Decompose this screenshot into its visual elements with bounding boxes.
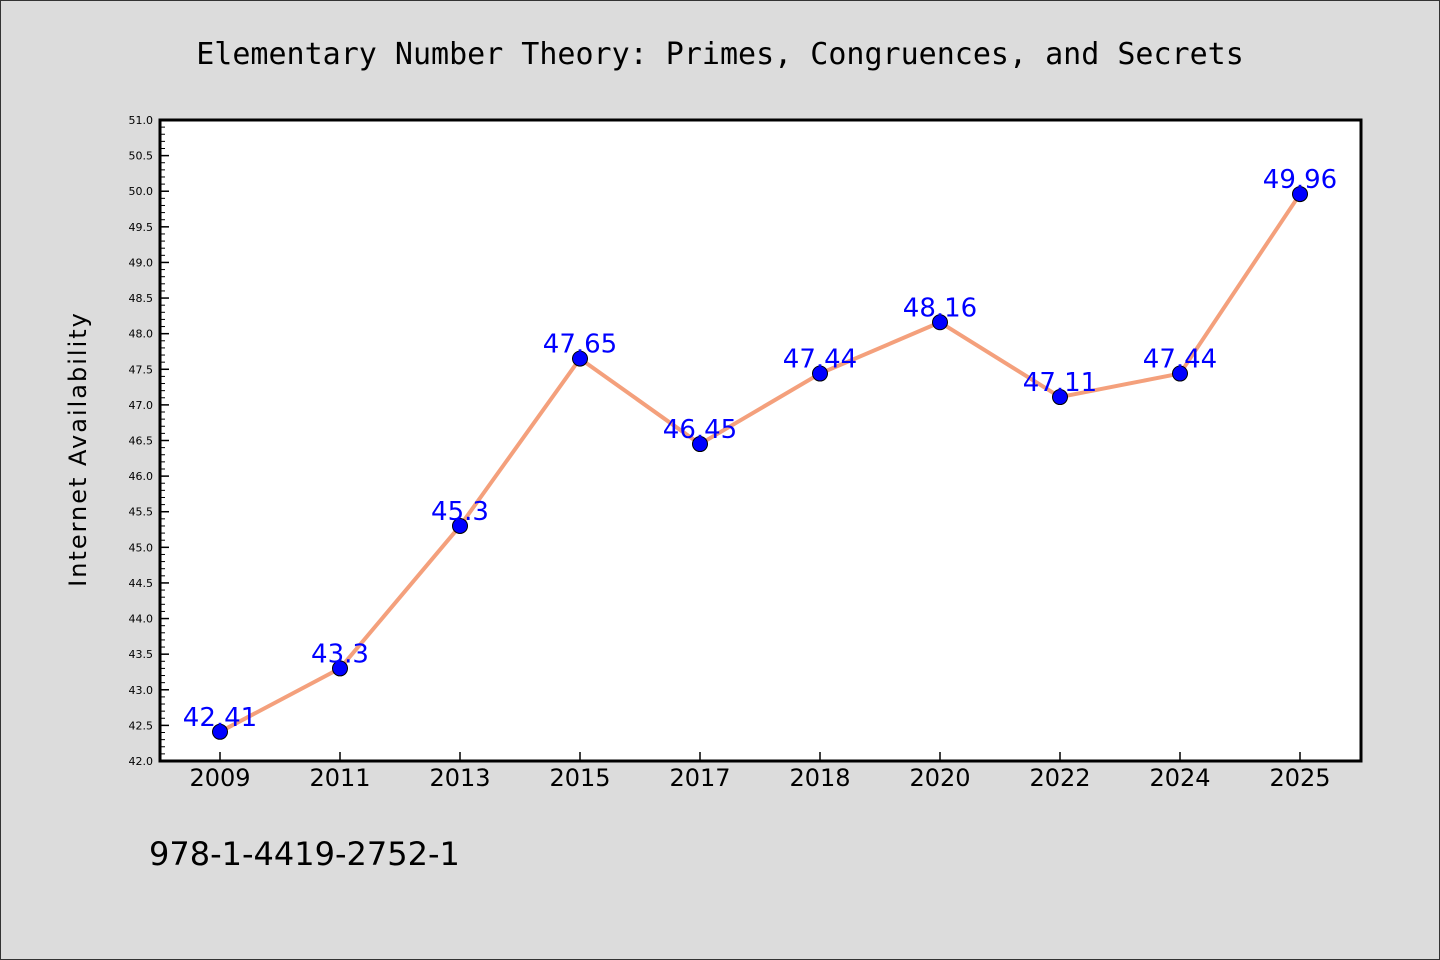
data-point: [332, 660, 348, 677]
y-tick-label: 46.5: [129, 435, 154, 448]
data-label: 46.45: [663, 415, 737, 445]
y-tick-label: 49.5: [129, 221, 154, 234]
y-axis-ticks: 42.0 42.5 43.0 43.5 44.0 44.5 45.0 45.5 46.0 46.5…: [129, 114, 169, 768]
y-tick-label: 44.0: [129, 613, 154, 626]
data-label: 48.16: [903, 293, 977, 323]
data-point: [1292, 186, 1308, 203]
x-axis-ticks: 2009 2011 2013 2015 2017 2018 2020 2022 2024 2025: [189, 752, 1331, 792]
x-tick-label: 2024: [1149, 764, 1210, 792]
data-point: [1172, 365, 1188, 382]
data-point: [932, 314, 948, 331]
data-point: [812, 365, 828, 382]
data-label: 47.44: [1143, 345, 1217, 375]
data-label: 45.3: [431, 497, 489, 527]
y-tick-label: 47.0: [129, 399, 154, 412]
x-tick-label: 2013: [429, 764, 490, 792]
x-tick-label: 2011: [309, 764, 370, 792]
y-tick-label: 50.5: [129, 150, 154, 163]
chart-title: Elementary Number Theory: Primes, Congru…: [196, 37, 1244, 72]
x-tick-label: 2015: [549, 764, 610, 792]
data-label: 47.44: [783, 345, 857, 375]
data-label: 47.11: [1023, 368, 1097, 398]
y-tick-label: 42.5: [129, 719, 154, 732]
y-tick-label: 48.5: [129, 292, 154, 305]
x-tick-label: 2022: [1029, 764, 1090, 792]
data-point: [452, 517, 468, 534]
y-tick-label: 43.5: [129, 648, 154, 661]
series-markers: [212, 186, 1308, 740]
data-labels: 42.41 43.3 45.3 47.65 46.45 47.44 48.16 47.11 47…: [183, 165, 1337, 733]
y-tick-label: 42.0: [129, 755, 154, 768]
y-tick-label: 45.5: [129, 506, 154, 519]
data-point: [692, 436, 708, 453]
isbn-text: 978-1-4419-2752-1: [149, 835, 460, 873]
y-tick-label: 45.0: [129, 541, 154, 554]
data-point: [1052, 389, 1068, 406]
y-tick-label: 44.5: [129, 577, 154, 590]
plot-frame: [158, 118, 1363, 763]
series-line: [218, 192, 1302, 734]
data-label: 47.65: [543, 330, 617, 360]
data-label: 42.41: [183, 703, 257, 733]
data-point: [572, 350, 588, 367]
x-tick-label: 2009: [189, 764, 250, 792]
data-label: 49.96: [1263, 165, 1337, 195]
y-tick-label: 46.0: [129, 470, 154, 483]
y-tick-label: 49.0: [129, 256, 154, 269]
y-tick-label: 43.0: [129, 684, 154, 697]
x-tick-label: 2018: [789, 764, 850, 792]
y-tick-label: 47.5: [129, 363, 154, 376]
data-point: [212, 723, 228, 740]
y-axis-label: Internet Availability: [64, 311, 92, 587]
y-tick-label: 50.0: [129, 185, 154, 198]
data-label: 43.3: [311, 639, 369, 669]
y-tick-label: 48.0: [129, 328, 154, 341]
x-tick-label: 2025: [1269, 764, 1330, 792]
x-tick-label: 2020: [909, 764, 970, 792]
y-tick-label: 51.0: [129, 114, 154, 127]
x-tick-label: 2017: [669, 764, 730, 792]
plot-area: [160, 120, 1361, 761]
